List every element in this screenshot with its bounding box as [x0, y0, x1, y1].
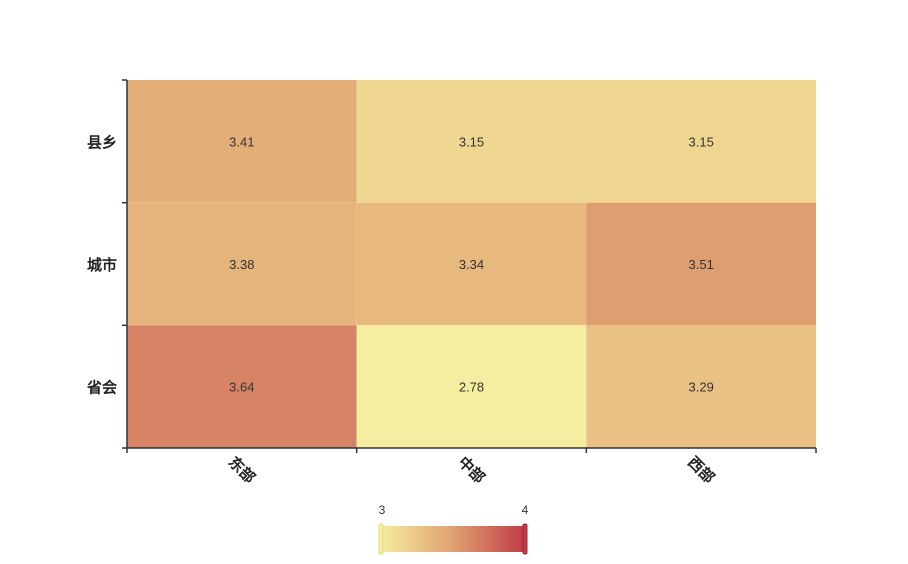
cell-value-label: 2.78 [459, 380, 484, 395]
visual-map-max-label: 4 [522, 503, 529, 517]
cell-value-label: 3.15 [459, 134, 484, 149]
cell-value-label: 3.15 [689, 134, 714, 149]
x-axis: 东部 中部 西部 [126, 447, 817, 487]
visual-map-min-label: 3 [379, 503, 386, 517]
heatmap-cell[interactable] [127, 202, 357, 326]
heatmap-cell[interactable] [356, 325, 587, 448]
y-tick-label: 省会 [86, 379, 117, 397]
visual-map-gradient-bar [380, 526, 526, 552]
heatmap-cell[interactable] [127, 80, 357, 203]
heatmap-cell[interactable] [356, 202, 587, 326]
y-tick-label: 城市 [87, 256, 117, 274]
visual-map-min-handle[interactable] [378, 523, 384, 555]
heatmap-cell[interactable] [586, 202, 816, 326]
visual-map-max-handle[interactable] [522, 523, 528, 555]
y-tick-label: 县乡 [87, 133, 117, 151]
cell-value-label: 3.51 [689, 257, 714, 272]
cell-value-label: 3.41 [229, 134, 254, 149]
x-tick-label: 西部 [684, 453, 718, 487]
heatmap-cell[interactable] [586, 325, 816, 448]
heatmap-cell[interactable] [127, 325, 357, 448]
heatmap-cells [127, 80, 816, 448]
x-tick-label: 东部 [225, 453, 259, 487]
cell-value-label: 3.34 [459, 257, 484, 272]
cell-value-label: 3.64 [229, 380, 254, 395]
heatmap-cell-labels: 3.41 3.15 3.15 3.38 3.34 3.51 3.64 2.78 3.29 [229, 134, 714, 394]
heatmap-cell[interactable] [586, 80, 816, 203]
heatmap-cell[interactable] [356, 80, 587, 203]
x-tick-label: 中部 [455, 453, 489, 487]
cell-value-label: 3.29 [689, 380, 714, 395]
cell-value-label: 3.38 [229, 257, 254, 272]
